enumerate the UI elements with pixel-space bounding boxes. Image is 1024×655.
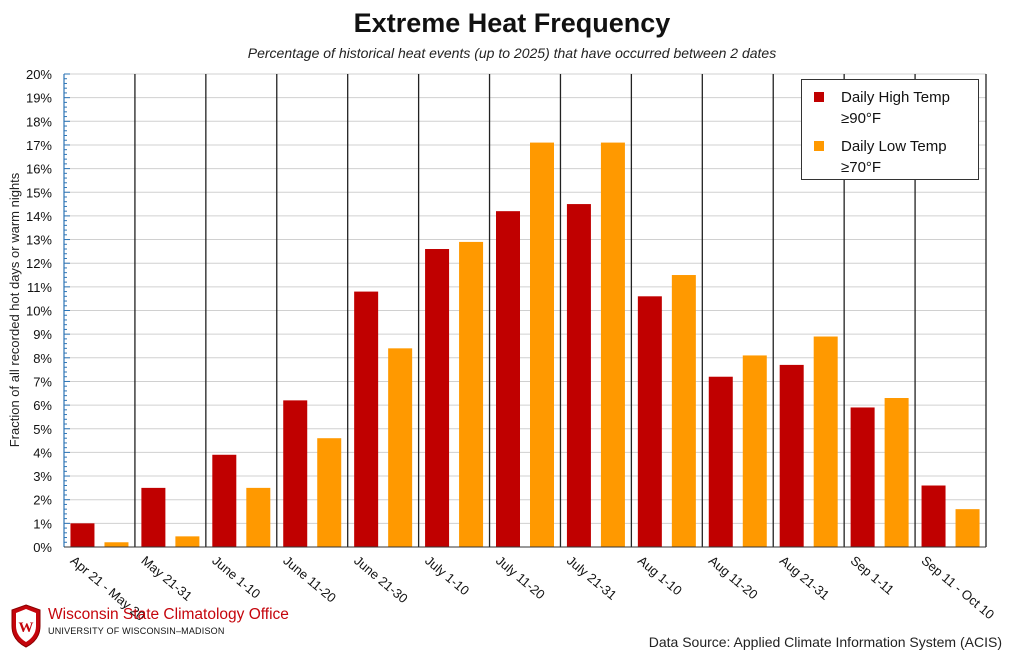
x-tick-label: May 21-31: [138, 553, 195, 604]
legend-label-low: Daily Low Temp ≥70°F: [841, 138, 947, 176]
bar-daily-high: [354, 291, 379, 547]
y-tick-label: 15%: [26, 185, 52, 200]
x-tick-label: June 1-10: [209, 553, 263, 602]
org-subtitle: UNIVERSITY OF WISCONSIN–MADISON: [48, 626, 225, 636]
bar-daily-low: [317, 438, 342, 547]
x-tick-label: Sep 1-11: [848, 553, 897, 598]
bar-daily-high: [850, 407, 875, 547]
y-tick-label: 4%: [33, 445, 52, 460]
x-tick-label: Sep 11 - Oct 10: [919, 553, 998, 622]
y-tick-label: 1%: [33, 516, 52, 531]
y-axis-label: Fraction of all recorded hot days or war…: [7, 172, 22, 447]
x-tick-label: July 1-10: [422, 553, 472, 598]
data-source: Data Source: Applied Climate Information…: [648, 634, 1002, 650]
bar-daily-high: [141, 487, 166, 547]
chart-legend: Daily High Temp ≥90°F Daily Low Temp ≥70…: [801, 79, 979, 180]
bar-daily-low: [246, 487, 271, 547]
x-tick-label: July 21-31: [564, 553, 620, 603]
bar-daily-high: [779, 364, 804, 547]
org-name: Wisconsin State Climatology Office: [48, 606, 289, 623]
y-tick-label: 12%: [26, 256, 52, 271]
x-tick-label: Aug 1-10: [635, 553, 685, 598]
bar-daily-high: [283, 400, 308, 547]
x-tick-label: Aug 21-31: [777, 553, 833, 603]
bar-daily-low: [955, 509, 980, 547]
bar-daily-high: [496, 211, 520, 548]
y-tick-label: 8%: [33, 351, 52, 366]
y-tick-label: 6%: [33, 398, 52, 413]
chart-subtitle: Percentage of historical heat events (up…: [247, 45, 777, 61]
uw-crest-icon: W: [11, 604, 41, 648]
y-tick-label: 17%: [26, 138, 52, 153]
y-tick-label: 19%: [26, 91, 52, 106]
x-tick-label: June 21-30: [351, 553, 410, 606]
y-tick-label: 13%: [26, 233, 52, 248]
y-tick-label: 20%: [26, 67, 52, 82]
legend-swatch-high: [814, 92, 824, 102]
bar-daily-high: [708, 376, 733, 547]
bar-daily-high: [566, 204, 591, 547]
y-tick-label: 3%: [33, 469, 52, 484]
x-tick-label: June 11-20: [280, 553, 339, 606]
bar-daily-low: [175, 536, 200, 547]
y-tick-label: 0%: [33, 540, 52, 555]
org-logo: W Wisconsin State Climatology Office UNI…: [10, 604, 310, 652]
legend-label-high: Daily High Temp ≥90°F: [841, 89, 950, 127]
bar-daily-high: [425, 249, 450, 547]
bar-daily-low: [884, 398, 909, 547]
y-tick-label: 11%: [27, 280, 52, 295]
y-tick-label: 7%: [33, 374, 52, 389]
y-tick-label: 10%: [26, 304, 52, 319]
bar-daily-low: [459, 241, 484, 548]
x-tick-label: July 11-20: [493, 553, 548, 602]
bar-daily-low: [388, 348, 413, 547]
chart-title: Extreme Heat Frequency: [353, 8, 671, 38]
bar-daily-low: [104, 542, 129, 547]
bar-daily-high: [921, 485, 946, 547]
y-tick-label: 9%: [33, 327, 52, 342]
y-tick-label: 2%: [33, 493, 52, 508]
y-tick-label: 18%: [26, 114, 52, 129]
bar-daily-high: [212, 454, 237, 547]
bar-daily-low: [813, 336, 838, 547]
legend-swatch-low: [814, 141, 824, 151]
bar-daily-high: [637, 296, 662, 547]
svg-text:W: W: [19, 620, 34, 636]
bar-daily-low: [600, 142, 625, 547]
y-tick-label: 5%: [33, 422, 52, 437]
bar-daily-low: [742, 355, 767, 547]
bar-daily-high: [70, 523, 95, 547]
bar-daily-low: [671, 275, 696, 547]
y-tick-label: 14%: [26, 209, 52, 224]
bar-daily-low: [530, 142, 554, 547]
x-tick-label: Aug 11-20: [706, 553, 761, 602]
y-tick-label: 16%: [26, 162, 52, 177]
